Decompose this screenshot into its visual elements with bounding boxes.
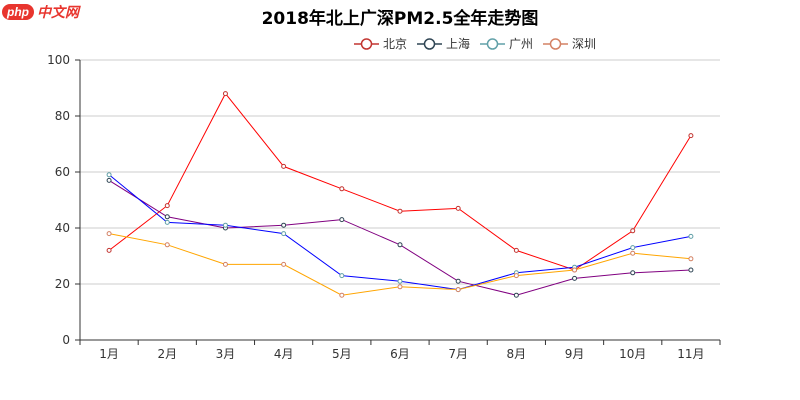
data-point: [688, 233, 694, 239]
x-tick-label: 5月: [332, 347, 352, 361]
data-point: [630, 245, 636, 251]
data-point: [630, 270, 636, 276]
series-0: [106, 91, 694, 273]
data-point: [222, 261, 228, 267]
x-tick-label: 1月: [99, 347, 119, 361]
series-line: [108, 179, 691, 296]
x-tick-label: 9月: [565, 347, 585, 361]
data-point: [339, 292, 345, 298]
data-point: [164, 203, 170, 209]
x-tick-label: 11月: [677, 347, 704, 361]
data-point: [164, 219, 170, 225]
data-point: [397, 284, 403, 290]
legend: 北京 上海 广州 深圳: [0, 35, 800, 52]
x-tick-label: 10月: [619, 347, 646, 361]
legend-item[interactable]: 上海: [416, 35, 470, 52]
legend-line-circle-icon: [480, 37, 505, 50]
logo-text: 中文网: [37, 5, 79, 21]
y-tick-label: 100: [47, 53, 70, 67]
data-point: [513, 273, 519, 279]
data-point: [222, 222, 228, 228]
data-point: [281, 231, 287, 237]
x-tick-label: 2月: [157, 347, 177, 361]
data-point: [281, 222, 287, 228]
x-tick-label: 8月: [507, 347, 527, 361]
legend-label: 上海: [445, 37, 470, 51]
data-point: [688, 267, 694, 273]
data-point: [164, 214, 170, 220]
data-point: [688, 133, 694, 139]
data-point: [106, 247, 112, 253]
data-point: [513, 247, 519, 253]
x-tick-label: 4月: [274, 347, 294, 361]
y-tick-label: 0: [62, 333, 70, 347]
y-tick-label: 40: [55, 221, 70, 235]
data-point: [106, 172, 112, 178]
data-point: [106, 177, 112, 183]
data-point: [339, 273, 345, 279]
data-point: [630, 250, 636, 256]
legend-item[interactable]: 深圳: [543, 35, 596, 52]
series-2: [106, 172, 694, 293]
y-tick-label: 20: [55, 277, 70, 291]
data-point: [572, 275, 578, 281]
site-logo: php 中文网: [2, 2, 79, 22]
x-tick-label: 6月: [390, 347, 410, 361]
data-point: [397, 242, 403, 248]
y-tick-label: 60: [55, 165, 70, 179]
series-line: [108, 174, 692, 291]
series-3: [106, 231, 694, 298]
legend-label: 广州: [509, 37, 534, 51]
data-point: [164, 242, 170, 248]
legend-line-circle-icon: [353, 37, 379, 50]
data-point: [339, 217, 345, 223]
data-point: [688, 256, 694, 262]
data-point: [513, 292, 519, 298]
data-point: [281, 261, 287, 267]
legend-item[interactable]: 广州: [480, 35, 533, 52]
logo-php: php: [2, 4, 34, 20]
data-point: [397, 278, 403, 284]
data-point: [106, 231, 112, 237]
legend-label: 北京: [382, 37, 407, 51]
data-point: [339, 186, 345, 192]
legend-label: 深圳: [572, 37, 597, 51]
y-tick-label: 80: [55, 109, 70, 123]
data-point: [630, 228, 636, 234]
data-point: [455, 278, 461, 284]
data-point: [222, 91, 228, 97]
data-point: [397, 208, 403, 214]
legend-line-circle-icon: [416, 37, 442, 50]
data-point: [281, 163, 287, 169]
data-point: [455, 287, 461, 293]
chart-title: 2018年北上广深PM2.5全年走势图: [261, 9, 539, 29]
data-point: [572, 267, 578, 273]
x-tick-label: 3月: [216, 347, 236, 361]
legend-line-circle-icon: [543, 37, 569, 50]
x-tick-label: 7月: [448, 347, 468, 361]
data-point: [455, 205, 461, 211]
legend-item[interactable]: 北京: [353, 35, 407, 52]
